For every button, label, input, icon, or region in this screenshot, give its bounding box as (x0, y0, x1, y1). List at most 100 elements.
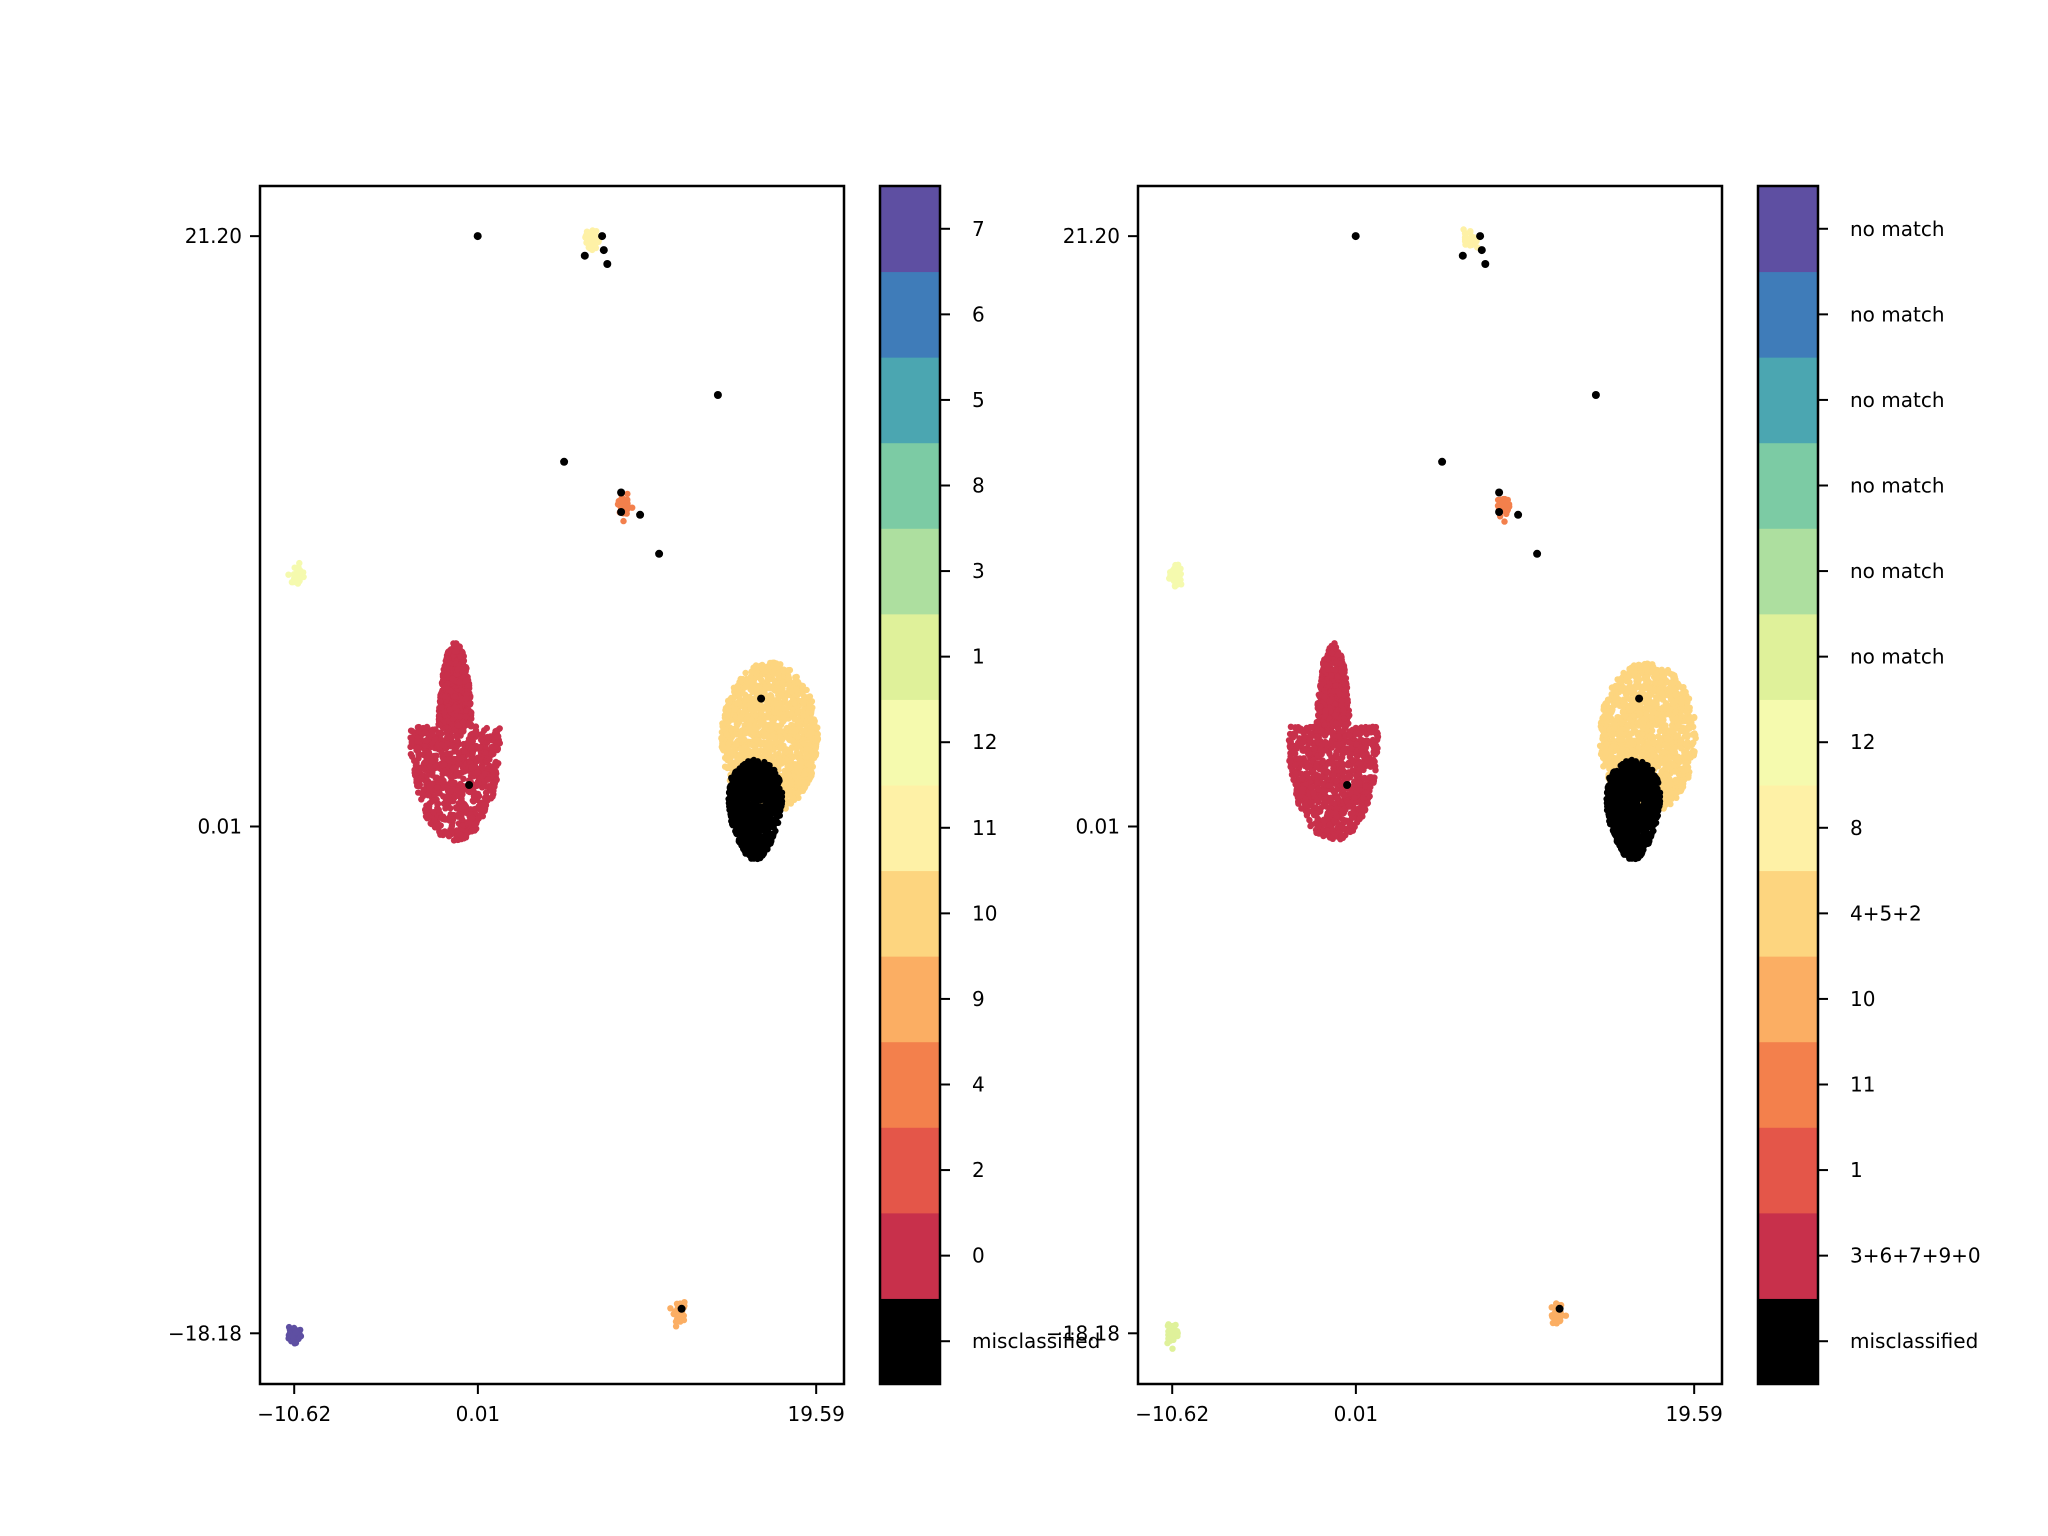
cluster-point-10 (741, 743, 748, 751)
cluster-point-10 (793, 673, 800, 681)
cluster-point-misclassified (734, 782, 741, 789)
cluster-point-10 (758, 721, 765, 728)
cluster-point-misclassified (771, 791, 779, 799)
cluster-point-9 (673, 1300, 681, 1308)
colorbar-tick-label: 2 (972, 1158, 985, 1182)
cluster-point-10 (746, 700, 753, 707)
cluster-point-11 (588, 242, 595, 249)
cluster-point-0 (457, 653, 464, 660)
cluster-point-misclassified (756, 847, 763, 854)
cluster-point-0 (442, 781, 449, 788)
cluster-point-0 (455, 750, 462, 757)
colorbar-segment (880, 442, 940, 529)
cluster-point-10 (787, 756, 795, 763)
misclassified-point (473, 232, 482, 241)
cluster-point-10 (794, 778, 801, 785)
cluster-point-misclassified (767, 822, 774, 829)
cluster-point-10 (772, 700, 779, 708)
cluster-point-10 (780, 714, 787, 721)
cluster-point-3-6-7-9-0 (1360, 794, 1367, 801)
cluster-point-10 (800, 778, 808, 785)
cluster-point-3-6-7-9-0 (1338, 823, 1345, 830)
cluster-point-0 (445, 756, 452, 764)
cluster-point-0 (454, 722, 462, 729)
cluster-point-0 (468, 744, 475, 751)
cluster-point-0 (462, 713, 469, 721)
cluster-point-10 (794, 767, 801, 774)
cluster-point-10 (808, 728, 816, 736)
cluster-point-misclassified (764, 805, 771, 812)
cluster-point-10 (777, 733, 784, 740)
cluster-point-misclassified (761, 827, 768, 835)
cluster-point-0 (415, 723, 423, 731)
cluster-point-10 (759, 703, 766, 710)
cluster-point-0 (449, 828, 456, 835)
cluster-point-0 (419, 791, 426, 798)
cluster-point-misclassified (750, 765, 757, 772)
colorbar-tick-label: 5 (972, 388, 985, 412)
cluster-point-0 (474, 790, 482, 798)
cluster-point-12 (285, 571, 292, 578)
cluster-point-0 (488, 750, 495, 758)
cluster-point-0 (469, 730, 477, 737)
cluster-point-misclassified (773, 819, 780, 827)
cluster-point-3-6-7-9-0 (1372, 762, 1379, 770)
cluster-point-10 (733, 741, 740, 748)
cluster-point-0 (424, 792, 432, 799)
cluster-point-10 (800, 697, 807, 704)
cluster-point-0 (495, 733, 502, 740)
cluster-point-0 (433, 752, 440, 759)
cluster-point-10 (742, 669, 749, 677)
cluster-point-0 (468, 709, 475, 716)
colorbar-segment (880, 956, 940, 1043)
cluster-point-3-6-7-9-0 (1324, 810, 1331, 817)
cluster-point-10 (793, 749, 801, 756)
cluster-point-0 (423, 723, 431, 731)
cluster-point-misclassified (736, 765, 743, 772)
cluster-point-0 (458, 788, 465, 795)
cluster-point-0 (443, 664, 450, 672)
cluster-point-10 (765, 673, 772, 681)
cluster-point-0 (485, 734, 492, 741)
cluster-point-10 (741, 708, 749, 715)
cluster-point-10 (790, 795, 797, 802)
cluster-point-7 (292, 1329, 300, 1336)
cluster-point-10 (750, 669, 758, 676)
cluster-point-0 (408, 739, 415, 746)
cluster-point-3-6-7-9-0 (1291, 724, 1299, 731)
cluster-point-0 (413, 776, 420, 783)
misclassified-point (580, 251, 589, 260)
cluster-point-10 (781, 774, 788, 781)
colorbar-frame (878, 184, 942, 1386)
cluster-point-misclassified (756, 852, 764, 859)
cluster-point-0 (429, 730, 436, 738)
cluster-point-10 (801, 770, 808, 777)
cluster-point-misclassified (772, 770, 779, 777)
colorbar-tick-label: misclassified (972, 1329, 1100, 1353)
cluster-point-0 (444, 750, 451, 758)
colorbar-segment (880, 870, 940, 957)
cluster-point-10 (771, 709, 779, 716)
cluster-point-0 (447, 805, 454, 812)
cluster-point-0 (426, 763, 434, 771)
cluster-point-10 (795, 733, 802, 741)
cluster-point-3-6-7-9-0 (1312, 804, 1319, 811)
cluster-point-0 (432, 774, 439, 782)
misclassified-point (636, 510, 645, 519)
cluster-point-misclassified (746, 810, 754, 817)
cluster-point-10 (796, 757, 804, 764)
cluster-point-0 (438, 741, 446, 748)
cluster-point-10 (785, 681, 793, 688)
cluster-point-3-6-7-9-0 (1349, 809, 1357, 816)
cluster-point-0 (453, 743, 460, 751)
cluster-point-0 (462, 677, 470, 684)
cluster-point-0 (458, 811, 465, 818)
cluster-point-10 (737, 714, 744, 721)
cluster-point-10 (758, 710, 765, 718)
cluster-point-0 (454, 827, 461, 834)
cluster-point-10 (718, 734, 725, 741)
cluster-point-0 (479, 764, 486, 771)
cluster-point-10 (747, 686, 754, 693)
cluster-point-misclassified (737, 796, 744, 804)
